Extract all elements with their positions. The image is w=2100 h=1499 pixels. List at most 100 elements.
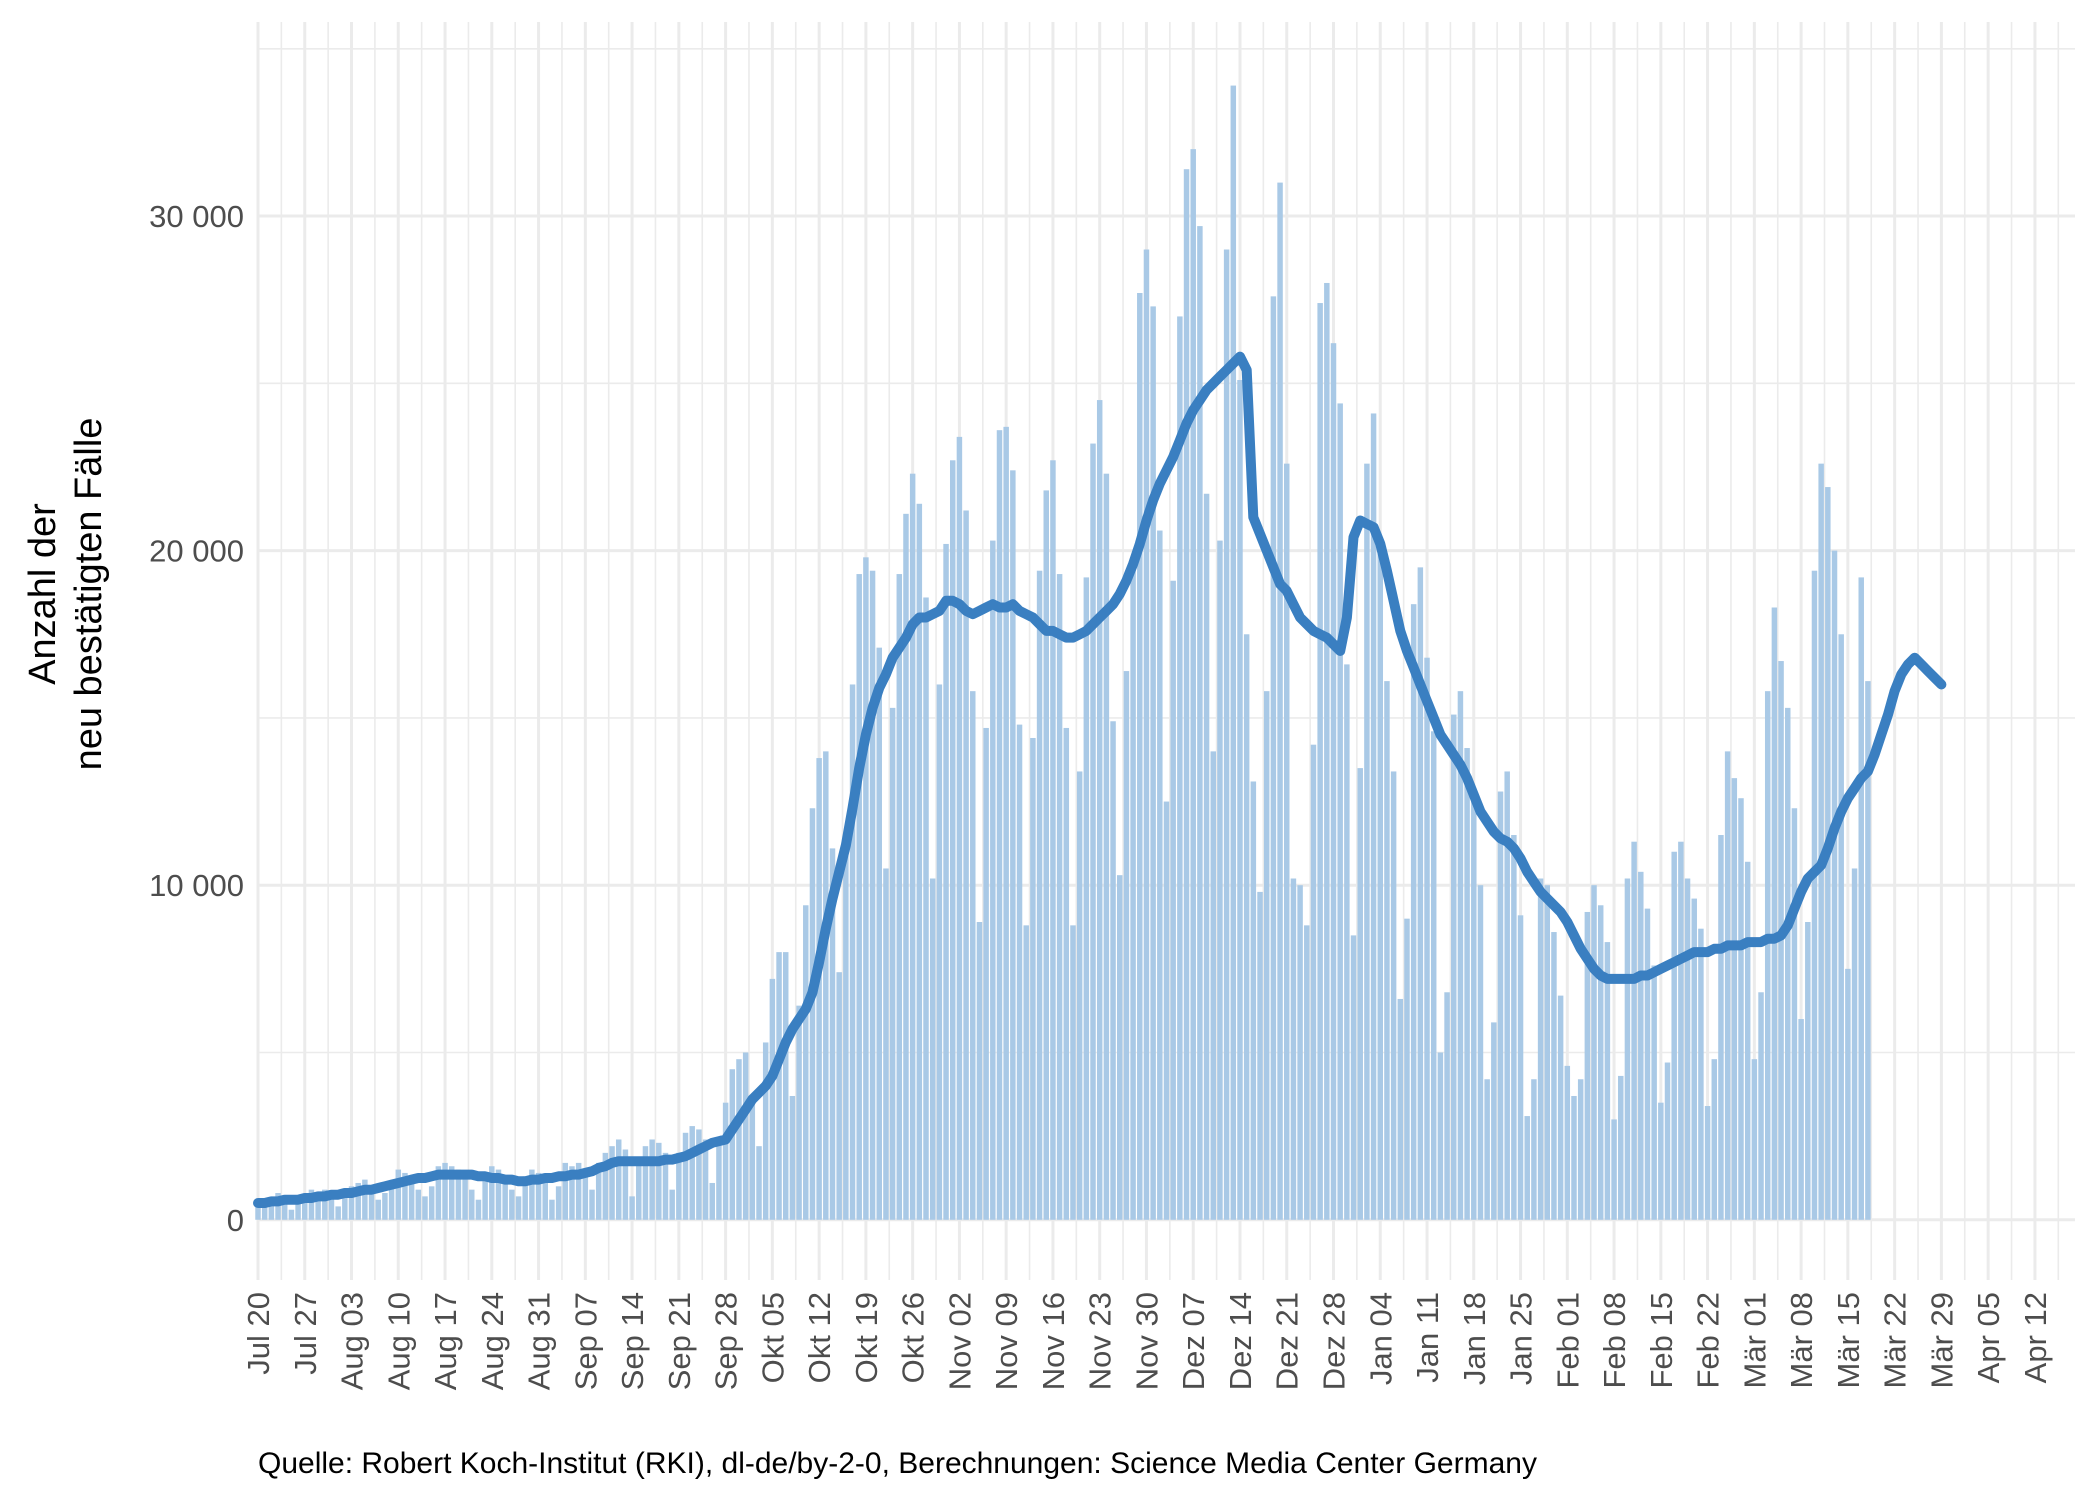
bar	[1791, 808, 1798, 1220]
bar	[1591, 885, 1597, 1220]
bar	[796, 1005, 802, 1220]
bar	[522, 1176, 528, 1220]
bar	[268, 1203, 275, 1220]
bar	[983, 727, 989, 1220]
x-tick-label: Okt 05	[755, 1292, 790, 1383]
bar	[1050, 460, 1056, 1220]
bar	[342, 1193, 348, 1220]
bar	[1711, 1059, 1718, 1220]
bar	[1197, 226, 1203, 1220]
bar	[689, 1126, 695, 1220]
bar	[302, 1196, 308, 1220]
bar	[863, 557, 869, 1220]
x-tick-label: Dez 28	[1317, 1292, 1352, 1390]
bar	[348, 1186, 355, 1220]
bar	[1764, 691, 1771, 1220]
bar	[615, 1139, 622, 1220]
bar	[1631, 841, 1637, 1220]
bar	[1117, 875, 1123, 1220]
bar	[1243, 634, 1250, 1220]
bar	[823, 751, 829, 1220]
bar	[722, 1102, 729, 1220]
bar	[1464, 748, 1470, 1220]
bar	[622, 1149, 629, 1220]
bar	[1350, 935, 1357, 1220]
bar	[636, 1159, 642, 1220]
bar	[702, 1139, 709, 1220]
bar	[1270, 296, 1277, 1220]
bar	[1063, 727, 1070, 1220]
bar	[1618, 1075, 1624, 1220]
x-tick-label: Feb 22	[1691, 1292, 1726, 1389]
x-tick-label: Dez 21	[1270, 1292, 1305, 1390]
bar	[756, 1146, 762, 1220]
bar	[749, 1099, 756, 1220]
bar	[1410, 604, 1417, 1220]
bar	[355, 1182, 361, 1220]
bar	[1083, 577, 1090, 1220]
bar	[996, 430, 1003, 1220]
x-tick-label: Dez 07	[1176, 1292, 1211, 1390]
bar	[649, 1139, 655, 1220]
bar	[803, 905, 809, 1220]
bar	[475, 1199, 482, 1220]
bar	[455, 1169, 462, 1220]
bar	[1370, 413, 1377, 1220]
bar	[1751, 1059, 1758, 1220]
bar	[1851, 868, 1858, 1220]
bar	[582, 1176, 589, 1220]
bar	[1731, 778, 1738, 1220]
bar	[1738, 798, 1744, 1220]
bar	[903, 513, 909, 1220]
bar	[1010, 470, 1016, 1220]
bar	[1471, 801, 1477, 1220]
bar	[1096, 400, 1103, 1220]
bar	[836, 972, 842, 1220]
x-tick-label: Aug 17	[428, 1292, 463, 1390]
bar	[1317, 303, 1323, 1220]
x-tick-label: Mär 22	[1878, 1292, 1913, 1388]
bar	[1491, 1022, 1497, 1220]
bar	[1724, 751, 1731, 1220]
bar	[1183, 169, 1190, 1220]
bar	[970, 691, 976, 1220]
bar	[1210, 751, 1216, 1220]
bar	[1571, 1095, 1577, 1220]
bar	[375, 1199, 381, 1220]
bar	[308, 1189, 315, 1220]
bar	[1430, 731, 1437, 1220]
bar	[669, 1189, 675, 1220]
bar	[1845, 968, 1851, 1220]
bar	[288, 1209, 295, 1220]
bar	[1036, 570, 1043, 1220]
bar	[1511, 835, 1517, 1220]
x-tick-label: Nov 09	[989, 1292, 1024, 1390]
bar	[956, 436, 963, 1220]
bar	[963, 510, 969, 1220]
x-tick-label: Feb 15	[1644, 1292, 1679, 1389]
x-tick-label: Mär 08	[1784, 1292, 1819, 1388]
bar	[1624, 878, 1631, 1220]
bar	[1070, 925, 1076, 1220]
bar	[716, 1139, 722, 1220]
bar	[1798, 1019, 1804, 1220]
bar	[1203, 493, 1210, 1220]
bar	[1177, 316, 1183, 1220]
bar	[1284, 463, 1290, 1220]
y-tick-label: 20 000	[149, 534, 244, 569]
bar	[1451, 714, 1457, 1220]
bar	[322, 1189, 328, 1220]
bar	[1811, 570, 1818, 1220]
bar	[1698, 928, 1704, 1220]
bar	[990, 540, 996, 1220]
x-tick-label: Jul 20	[241, 1292, 276, 1375]
bar	[656, 1142, 662, 1220]
bar	[482, 1172, 488, 1220]
bar	[1110, 721, 1116, 1220]
bar	[729, 1069, 736, 1220]
bar	[1544, 885, 1551, 1220]
x-tick-label: Aug 31	[522, 1292, 557, 1390]
bar	[1644, 908, 1651, 1220]
bar	[495, 1169, 502, 1220]
x-tick-label: Aug 24	[475, 1292, 510, 1390]
